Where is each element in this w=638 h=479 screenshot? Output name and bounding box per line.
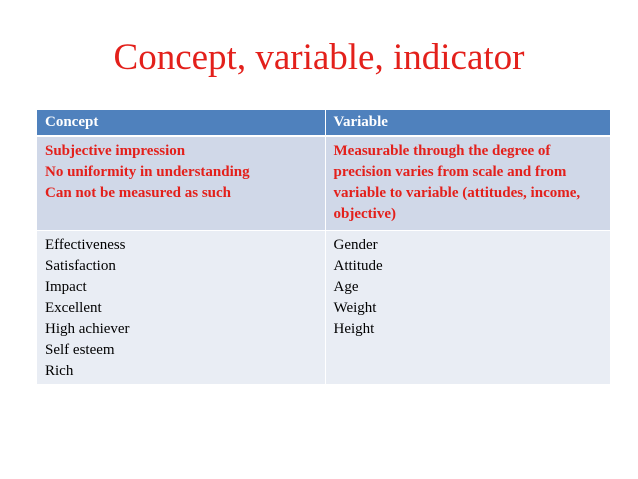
cell-line: High achiever bbox=[45, 321, 130, 337]
table-cell: Subjective impression No uniformity in un… bbox=[37, 136, 326, 231]
cell-line: Impact bbox=[45, 279, 87, 295]
cell-line: Age bbox=[333, 279, 359, 295]
cell-line: Rich bbox=[45, 363, 74, 379]
cell-line: No uniformity in understanding bbox=[45, 164, 250, 180]
slide-title: Concept, variable, indicator bbox=[113, 37, 525, 78]
header-row: Concept Variable bbox=[37, 110, 611, 137]
table-row: Subjective impression No uniformity in un… bbox=[37, 136, 611, 231]
cell-line: Gender bbox=[333, 237, 378, 253]
header-cell: Concept bbox=[37, 110, 326, 137]
cell-line: Subjective impression bbox=[45, 143, 186, 159]
table: Concept Variable Subjective impression No … bbox=[37, 110, 611, 384]
table-body: Subjective impression No uniformity in un… bbox=[37, 136, 611, 384]
cell-line: Excellent bbox=[45, 300, 102, 316]
table-row: Effectiveness Satisfaction Impact Excellent… bbox=[37, 230, 611, 384]
cell-line: Self esteem bbox=[45, 342, 115, 358]
table-cell: Effectiveness Satisfaction Impact Excellent… bbox=[37, 230, 326, 384]
cell-line: Effectiveness bbox=[45, 237, 126, 253]
table-cell: Measurable through the degree of precisi… bbox=[325, 136, 611, 231]
cell-line: Can not be measured as such bbox=[45, 185, 231, 201]
cell-line: Height bbox=[333, 321, 375, 337]
header-cell: Variable bbox=[325, 110, 611, 137]
cell-line: Satisfaction bbox=[45, 258, 116, 274]
table-cell: Gender Attitude Age Weight Height bbox=[325, 230, 611, 384]
cell-line: Measurable through the degree of precisi… bbox=[333, 143, 581, 222]
cell-line: Weight bbox=[333, 300, 377, 316]
cell-line: Attitude bbox=[333, 258, 383, 274]
